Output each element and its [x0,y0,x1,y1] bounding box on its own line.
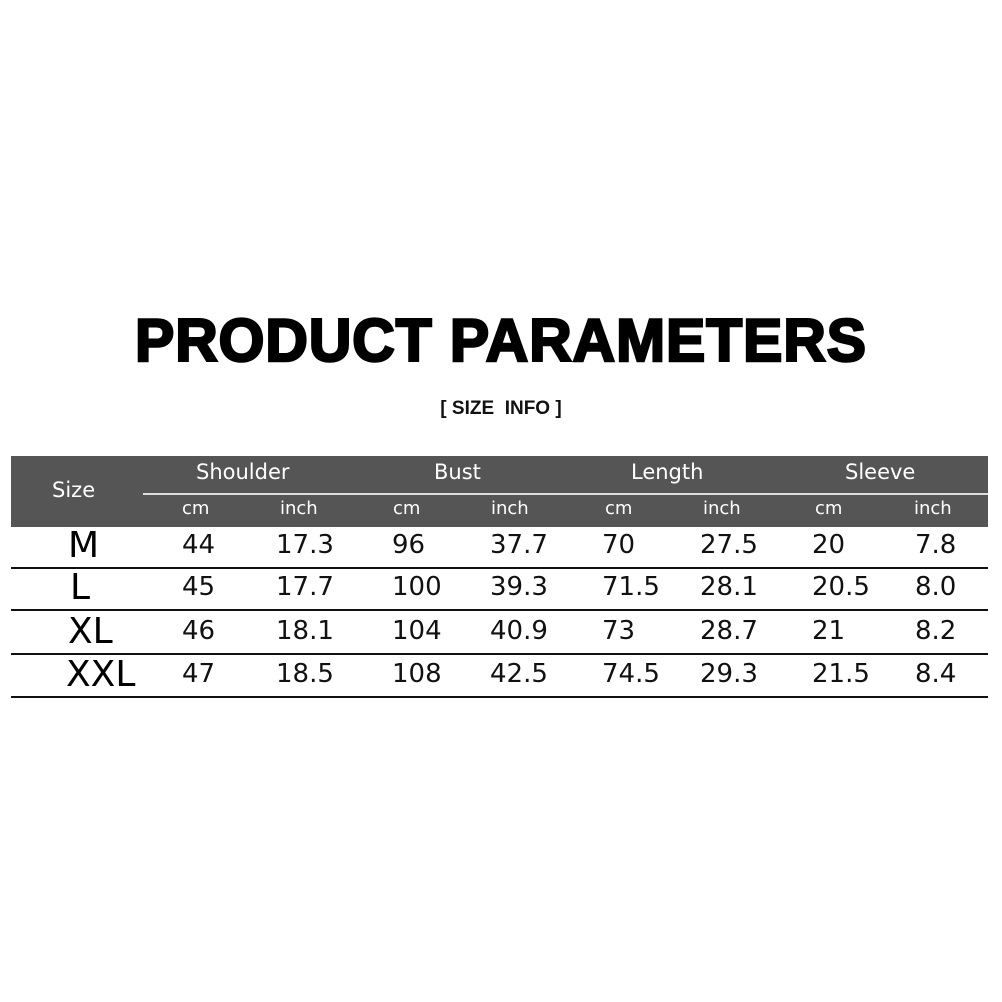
table-cell: 8.0 [915,572,957,602]
header-divider [143,493,988,495]
table-cell: 108 [392,659,442,689]
size-label: L [70,567,91,608]
column-group-header: Length [631,460,704,484]
table-cell: 18.1 [276,616,334,646]
column-group-header: Shoulder [196,460,290,484]
size-label: XL [68,611,113,652]
table-cell: 20 [812,530,846,560]
table-cell: 104 [392,616,442,646]
table-cell: 8.2 [915,616,957,646]
row-divider [11,609,988,611]
table-cell: 45 [182,572,216,602]
table-cell: 96 [392,530,426,560]
table-cell: 100 [392,572,442,602]
table-cell: 21 [812,616,846,646]
table-cell: 40.9 [490,616,548,646]
table-cell: 7.8 [915,530,957,560]
column-group-header: Bust [434,460,481,484]
subtitle: [ SIZE INFO ] [440,398,562,419]
table-cell: 21.5 [812,659,870,689]
size-label: M [68,525,100,566]
table-cell: 39.3 [490,572,548,602]
table-cell: 17.3 [276,530,334,560]
table-cell: 28.1 [700,572,758,602]
table-cell: 74.5 [602,659,660,689]
table-cell: 17.7 [276,572,334,602]
row-divider [11,653,988,655]
table-cell: 37.7 [490,530,548,560]
table-cell: 71.5 [602,572,660,602]
unit-header: cm [815,498,843,519]
table-cell: 27.5 [700,530,758,560]
size-label: XXL [66,654,136,695]
table-cell: 44 [182,530,216,560]
table-cell: 70 [602,530,636,560]
column-group-header: Sleeve [845,460,916,484]
size-header: Size [52,478,96,502]
table-cell: 28.7 [700,616,758,646]
table-cell: 46 [182,616,216,646]
unit-header: inch [280,498,318,519]
table-cell: 29.3 [700,659,758,689]
row-divider [11,567,988,569]
table-cell: 42.5 [490,659,548,689]
table-cell: 8.4 [915,659,957,689]
unit-header: inch [703,498,741,519]
unit-header: inch [491,498,529,519]
table-cell: 73 [602,616,636,646]
table-cell: 18.5 [276,659,334,689]
table-cell: 47 [182,659,216,689]
table-cell: 20.5 [812,572,870,602]
row-divider [11,696,988,698]
page-title: PRODUCT PARAMETERS [134,306,867,376]
unit-header: cm [605,498,633,519]
unit-header: cm [182,498,210,519]
table-header [11,456,988,527]
unit-header: inch [914,498,952,519]
unit-header: cm [393,498,421,519]
